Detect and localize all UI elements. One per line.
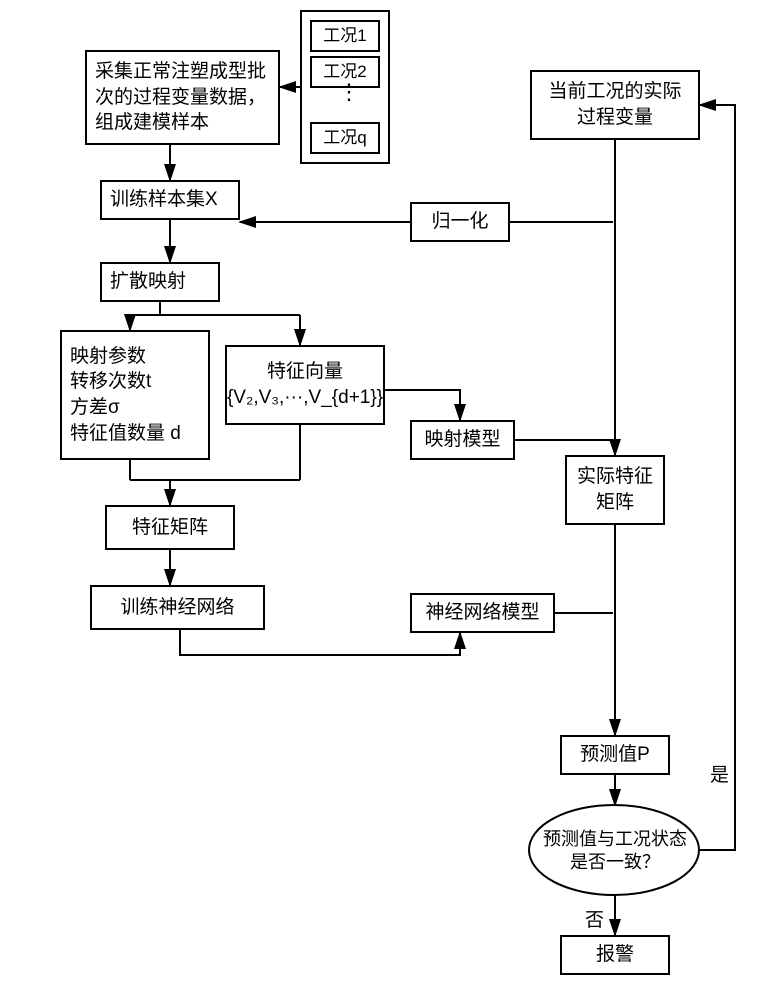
condition-q: 工况q [310,122,380,154]
nn-model: 神经网络模型 [410,593,555,633]
decision-text: 预测值与工况状态是否一致？ [540,828,690,875]
predicted-p: 预测值P [560,735,670,775]
eigvec-label: 特征向量 {V₂,V₃,···,V_{d+1}} [227,359,383,410]
mapping-model: 映射模型 [410,420,515,460]
current-process-var: 当前工况的实际过程变量 [530,70,700,140]
condition-1: 工况1 [310,20,380,52]
normalize: 归一化 [410,202,510,242]
diffusion-map: 扩散映射 [100,262,220,302]
mapping-params: 映射参数 转移次数t 方差σ 特征值数量 d [60,330,210,460]
condition-dots: ⋮ [338,86,360,98]
train-set-x: 训练样本集X [100,180,240,220]
eigenvectors: 特征向量 {V₂,V₃,···,V_{d+1}} [225,345,385,425]
train-nn: 训练神经网络 [90,585,265,630]
collect-box: 采集正常注塑成型批次的过程变量数据，组成建模样本 [85,50,280,145]
alarm: 报警 [560,935,670,975]
actual-feature-matrix: 实际特征矩阵 [565,455,665,525]
feature-matrix: 特征矩阵 [105,505,235,550]
decision-yes-label: 是 [710,760,729,787]
decision-no-label: 否 [585,905,604,932]
